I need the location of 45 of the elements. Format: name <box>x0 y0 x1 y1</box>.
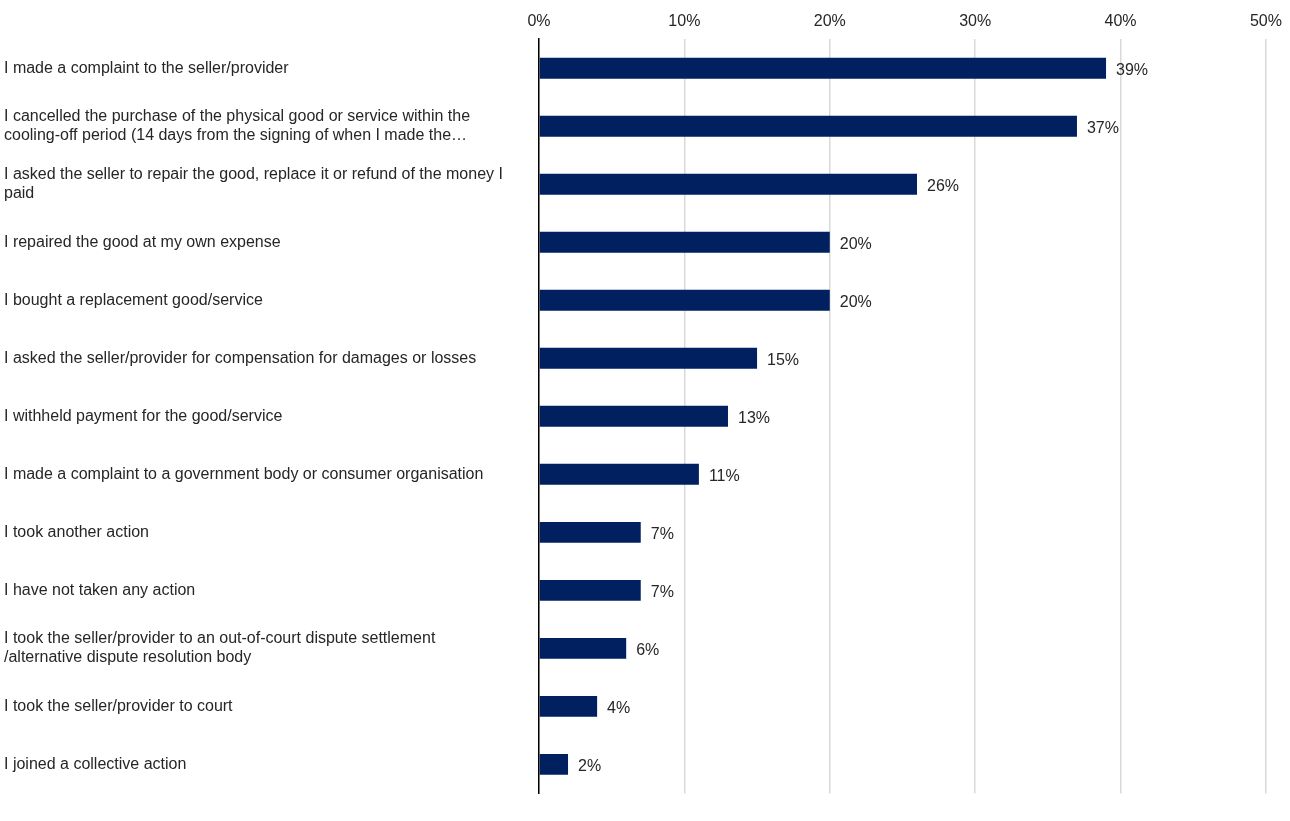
data-label: 11% <box>708 466 740 484</box>
bar <box>539 347 758 369</box>
y-tick-label: I took the seller/provider to court <box>4 696 234 714</box>
bar <box>539 231 830 253</box>
bar <box>539 637 627 659</box>
bar <box>539 463 699 485</box>
bar <box>539 173 918 195</box>
bar <box>539 579 641 601</box>
x-tick-label: 0% <box>527 12 551 30</box>
data-label: 20% <box>839 292 872 310</box>
data-label: 13% <box>737 408 771 426</box>
data-label: 6% <box>636 640 660 658</box>
y-tick-label: I asked the seller/provider for compensation for damages or losses <box>4 348 477 366</box>
data-label: 2% <box>578 756 602 774</box>
x-tick-label: 20% <box>813 12 846 30</box>
bar <box>539 695 598 717</box>
y-tick-label: I repaired the good at my own expense <box>4 232 281 250</box>
x-tick-label: 50% <box>1249 12 1282 30</box>
x-tick-label: 40% <box>1104 12 1137 30</box>
bar <box>539 753 569 775</box>
x-tick-label: 30% <box>959 12 992 30</box>
data-label: 7% <box>650 582 674 600</box>
y-tick-label: I joined a collective action <box>4 754 187 772</box>
bar <box>539 57 1107 79</box>
bar <box>539 115 1077 137</box>
bar <box>539 289 830 311</box>
data-label: 20% <box>839 234 872 252</box>
y-tick-label: I made a complaint to the seller/provider <box>4 58 290 76</box>
data-label: 15% <box>767 350 800 368</box>
bar <box>539 405 728 427</box>
data-label: 39% <box>1116 60 1149 78</box>
data-label: 37% <box>1086 118 1119 136</box>
y-tick-label: I took the seller/provider to an out-of-court dispute settlement /alternative dispute resolution body <box>4 629 436 666</box>
x-tick-label: 10% <box>668 12 701 30</box>
y-tick-label: I have not taken any action <box>4 580 196 598</box>
y-tick-label: I cancelled the purchase of the physical good or service within the cooling-off period (14 days from the signing of when I made the… <box>4 107 471 144</box>
y-tick-label: I took another action <box>4 522 149 540</box>
y-tick-label: I withheld payment for the good/service <box>4 406 283 424</box>
y-tick-label: I made a complaint to a government body or consumer organisation <box>4 464 484 482</box>
bar <box>539 521 641 543</box>
data-label: 7% <box>650 524 674 542</box>
data-label: 4% <box>607 698 631 716</box>
y-tick-label: I asked the seller to repair the good, replace it or refund of the money I paid <box>4 165 503 202</box>
data-label: 26% <box>927 176 960 194</box>
y-tick-label: I bought a replacement good/service <box>4 290 263 308</box>
